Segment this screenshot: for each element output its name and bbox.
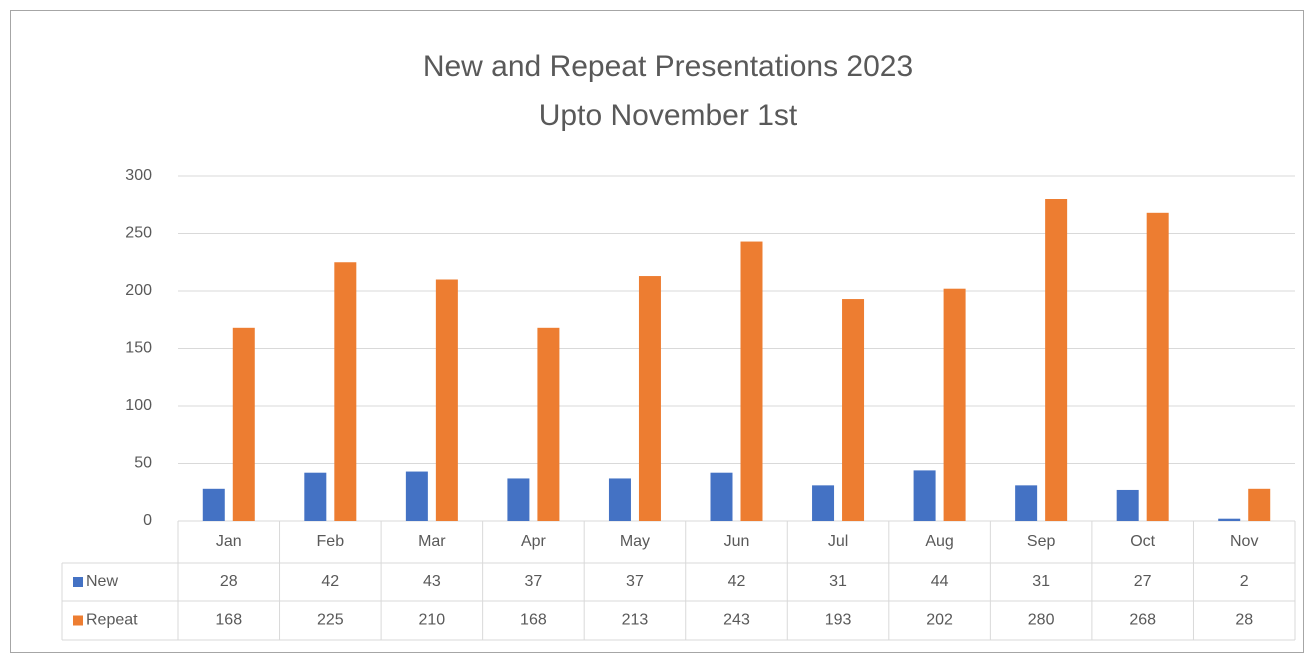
y-tick-label: 200: [125, 282, 152, 299]
legend-key: [73, 577, 83, 587]
x-tick-label: Sep: [1027, 533, 1056, 550]
legend-label: Repeat: [86, 612, 138, 629]
y-tick-label: 100: [125, 397, 152, 414]
bar: [1218, 518, 1241, 521]
table-value: 31: [829, 573, 847, 590]
table-value: 193: [825, 612, 852, 629]
table-value: 225: [317, 612, 344, 629]
x-tick-label: May: [620, 533, 650, 550]
x-tick-label: Apr: [521, 533, 547, 550]
table-value: 42: [321, 573, 339, 590]
chart-title: New and Repeat Presentations 2023: [423, 50, 913, 83]
table-value: 243: [723, 612, 750, 629]
bar: [507, 478, 530, 521]
bar: [435, 279, 458, 521]
table-value: 42: [728, 573, 746, 590]
legend-label: New: [86, 573, 118, 590]
table-value: 27: [1134, 573, 1152, 590]
table-value: 268: [1129, 612, 1156, 629]
bar: [537, 327, 560, 521]
y-tick-label: 50: [134, 455, 152, 472]
bar: [943, 288, 966, 521]
chart-subtitle: Upto November 1st: [539, 99, 798, 132]
bar: [232, 327, 255, 521]
y-tick-label: 0: [143, 512, 152, 529]
x-tick-label: Nov: [1230, 533, 1258, 550]
table-value: 280: [1028, 612, 1055, 629]
table-value: 202: [926, 612, 953, 629]
x-tick-label: Oct: [1130, 533, 1155, 550]
bar: [1045, 199, 1068, 521]
table-value: 37: [525, 573, 543, 590]
x-tick-label: Mar: [418, 533, 446, 550]
table-value: 213: [622, 612, 649, 629]
bar: [304, 472, 327, 521]
x-tick-label: Feb: [317, 533, 345, 550]
bar: [608, 478, 631, 521]
table-value: 28: [220, 573, 238, 590]
table-value: 210: [419, 612, 446, 629]
bar: [334, 262, 357, 521]
table-value: 44: [931, 573, 949, 590]
bar: [710, 472, 733, 521]
table-value: 31: [1032, 573, 1050, 590]
bar: [842, 299, 865, 521]
bar: [1248, 488, 1271, 521]
bar: [1116, 489, 1139, 521]
bar: [202, 488, 225, 521]
y-tick-label: 300: [125, 167, 152, 184]
bar: [740, 241, 763, 522]
table-value: 28: [1235, 612, 1253, 629]
bar: [1015, 485, 1038, 521]
bar: [405, 471, 428, 521]
table-value: 37: [626, 573, 644, 590]
table-value: 2: [1240, 573, 1249, 590]
bar: [812, 485, 835, 521]
x-tick-label: Jun: [724, 533, 750, 550]
table-value: 168: [215, 612, 242, 629]
x-tick-label: Jan: [216, 533, 242, 550]
y-tick-label: 150: [125, 340, 152, 357]
legend-key: [73, 615, 83, 626]
table-value: 168: [520, 612, 547, 629]
x-tick-label: Aug: [925, 533, 953, 550]
x-tick-label: Jul: [828, 533, 848, 550]
bar: [638, 276, 661, 521]
y-tick-label: 250: [125, 225, 152, 242]
table-value: 43: [423, 573, 441, 590]
bar: [1146, 212, 1169, 522]
bar: [913, 470, 936, 521]
